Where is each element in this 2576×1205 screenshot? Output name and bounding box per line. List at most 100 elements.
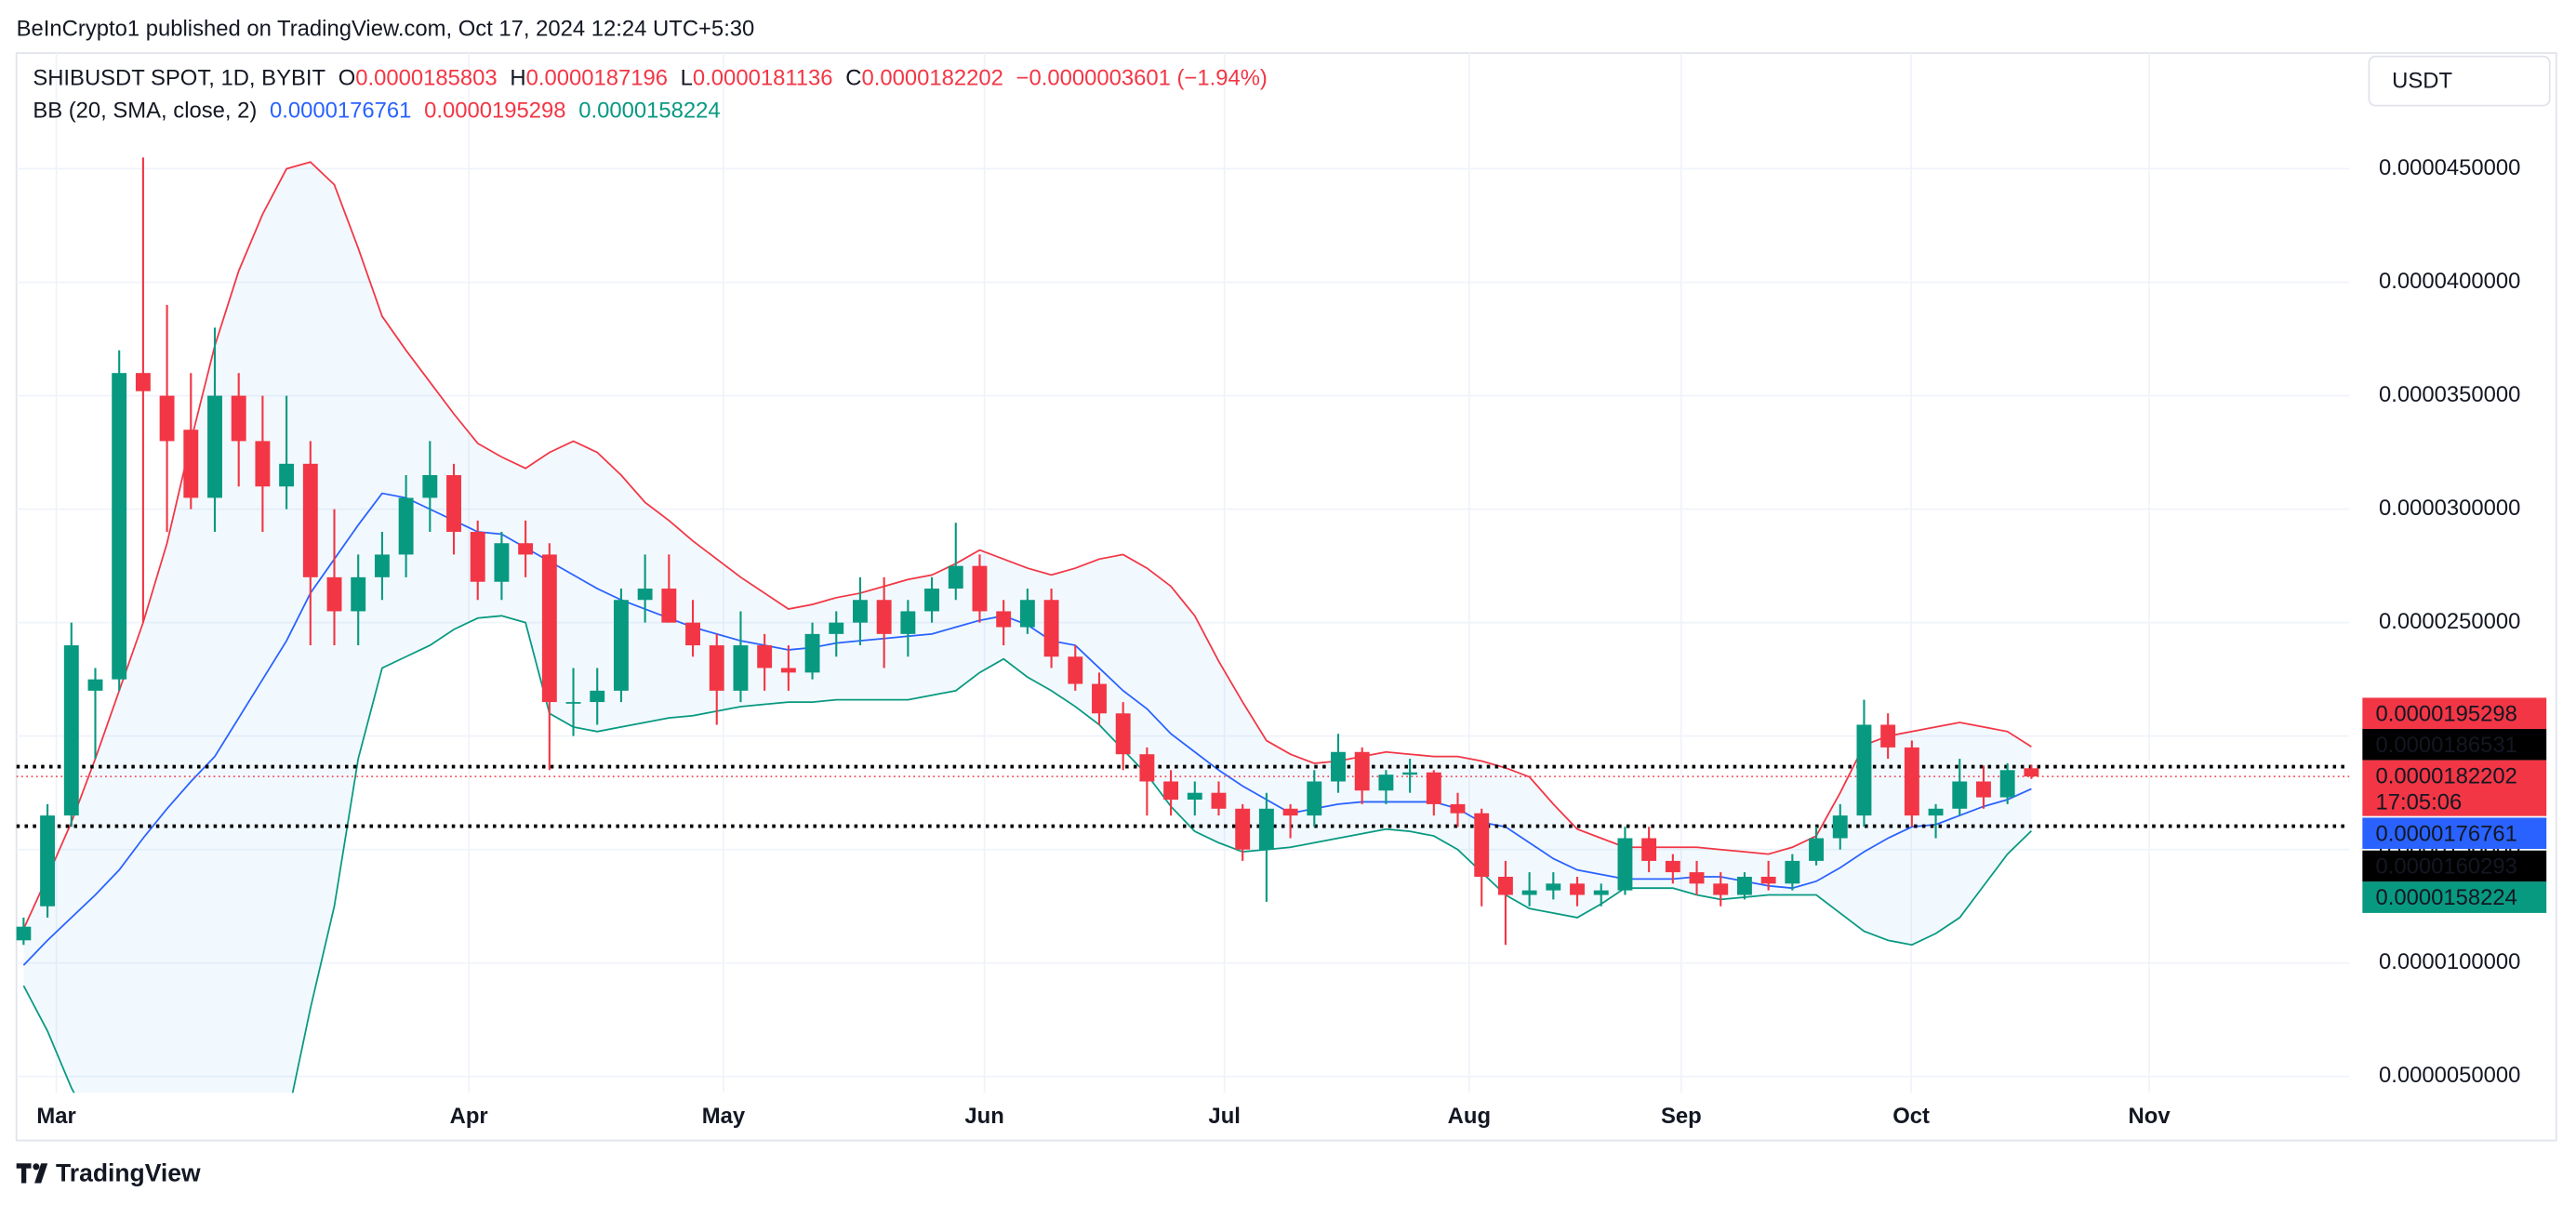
grid xyxy=(16,53,2350,1093)
upper-value: 0.0000195298 xyxy=(424,99,565,124)
y-tick-label: 0.0000250000 xyxy=(2379,609,2520,634)
x-tick-label: Jul xyxy=(1208,1104,1240,1129)
y-tick-label: 0.0000300000 xyxy=(2379,496,2520,521)
close-label: C xyxy=(845,66,861,91)
x-tick-label: Nov xyxy=(2129,1104,2171,1129)
candle-body xyxy=(1068,656,1083,684)
x-tick-label: Sep xyxy=(1661,1104,1702,1129)
indicator-legend: BB (20, SMA, close, 2) 0.0000176761 0.00… xyxy=(33,99,720,124)
price-tag: 0.0000195298 xyxy=(2375,701,2516,726)
candle-body xyxy=(972,565,988,612)
candle-body xyxy=(398,497,414,555)
candle-body xyxy=(1904,747,1919,816)
candle-body xyxy=(1187,792,1202,801)
candle-body xyxy=(1426,772,1441,804)
candle-body xyxy=(1258,808,1274,850)
candle-body xyxy=(1856,724,1872,816)
candle-body xyxy=(1235,808,1251,850)
logo-mark xyxy=(16,1163,32,1184)
price-tag: 0.0000176761 xyxy=(2375,821,2516,846)
high-label: H xyxy=(510,66,525,91)
candle-body xyxy=(1713,883,1729,895)
published-note: BeInCrypto1 published on TradingView.com… xyxy=(17,17,755,42)
candle-body xyxy=(518,543,534,555)
y-tick-label: 0.0000050000 xyxy=(2379,1063,2520,1088)
candle-body xyxy=(1546,883,1561,891)
plot-area xyxy=(16,157,2350,1093)
candle-body xyxy=(422,475,438,498)
candle-body xyxy=(590,690,605,703)
candle-body xyxy=(1043,600,1059,657)
candle-body xyxy=(1092,683,1107,714)
candle-body xyxy=(135,373,151,391)
candle-body xyxy=(1785,860,1800,884)
currency-label[interactable]: USDT xyxy=(2392,68,2452,93)
candle-body xyxy=(63,645,79,816)
candle-body xyxy=(1378,775,1394,791)
x-tick-label: Mar xyxy=(36,1104,75,1129)
candle-body xyxy=(1832,815,1848,839)
candle-body xyxy=(1570,883,1585,895)
candle-body xyxy=(1163,781,1179,801)
candle-body xyxy=(351,576,366,612)
candle-body xyxy=(1736,876,1752,895)
candle-body xyxy=(1952,781,1968,809)
candle-body xyxy=(1474,813,1490,877)
price-tag-bg xyxy=(2362,760,2547,816)
indicator-name: BB (20, SMA, close, 2) xyxy=(33,99,257,124)
candle-body xyxy=(541,554,557,703)
candle-body xyxy=(302,463,318,577)
candle-body xyxy=(637,589,653,601)
candle-body xyxy=(87,679,103,691)
candle-body xyxy=(924,589,940,612)
candle-body xyxy=(1139,754,1155,782)
candle-body xyxy=(1976,781,1991,798)
candle-body xyxy=(2024,768,2039,777)
candle-body xyxy=(565,702,581,704)
symbol-legend: SHIBUSDT SPOT, 1D, BYBIT O0.0000185803 H… xyxy=(33,66,1268,91)
candle-body xyxy=(40,815,56,907)
brand-logo: TradingView xyxy=(16,1159,201,1187)
currency-button[interactable] xyxy=(2368,55,2551,107)
candle-body xyxy=(1450,803,1466,814)
price-tag: 0.0000186531 xyxy=(2375,733,2516,758)
logo-dot xyxy=(33,1163,40,1171)
x-tick-label: Aug xyxy=(1448,1104,1491,1129)
price-tag-bg xyxy=(2362,697,2547,730)
candle-body xyxy=(1617,838,1633,891)
candle-body xyxy=(613,600,629,691)
candle-body xyxy=(1521,890,1537,895)
candle-body xyxy=(1593,890,1609,895)
price-tag-bg xyxy=(2362,817,2547,849)
high-value: 0.0000187196 xyxy=(526,66,668,91)
candle-body xyxy=(900,611,916,634)
candle-body xyxy=(159,395,175,442)
logo-slash xyxy=(34,1163,48,1184)
candle-body xyxy=(1689,872,1705,884)
candle-body xyxy=(255,441,271,487)
candle-body xyxy=(661,589,677,623)
change-percent: (−1.94%) xyxy=(1177,66,1268,91)
candle-body xyxy=(685,622,700,646)
candle-body xyxy=(804,633,820,673)
candle-body xyxy=(757,645,773,669)
candle-body xyxy=(494,543,510,582)
x-tick-label: Oct xyxy=(1892,1104,1930,1129)
band-line xyxy=(22,161,2032,930)
candle-body xyxy=(876,600,892,634)
candle-body xyxy=(279,463,295,487)
price-axis: 0.00000500000.00001000000.00001500000.00… xyxy=(36,155,2547,1129)
change-value: −0.0000003601 xyxy=(1016,66,1171,91)
candle-body xyxy=(231,395,246,442)
candle-body xyxy=(1115,713,1131,755)
candle-body xyxy=(1641,838,1657,861)
candle-body xyxy=(1331,751,1346,782)
x-tick-label: Jun xyxy=(964,1104,1003,1129)
x-tick-label: May xyxy=(702,1104,746,1129)
candle-body xyxy=(1019,600,1035,628)
candle-body xyxy=(829,622,844,634)
y-tick-label: 0.0000350000 xyxy=(2379,382,2520,407)
candle-body xyxy=(948,565,963,589)
